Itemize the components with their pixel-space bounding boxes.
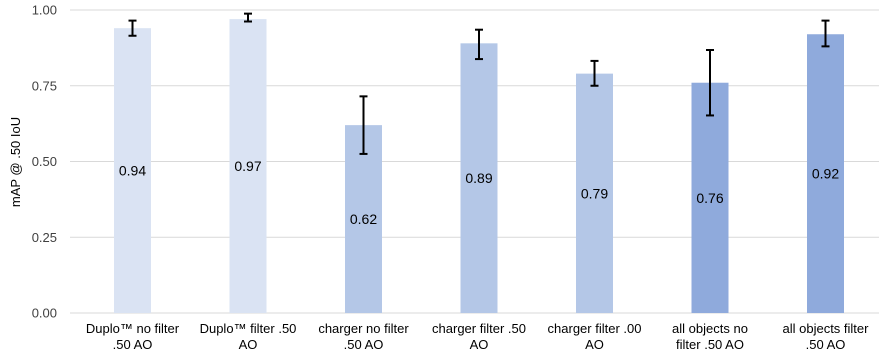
data-label: 0.92 <box>812 166 839 182</box>
y-tick-label: 0.25 <box>32 230 57 245</box>
error-bar <box>359 95 368 155</box>
y-tick-label: 0.75 <box>32 78 57 93</box>
y-axis-ticks: 0.00 0.25 0.50 0.75 1.00 <box>32 3 57 321</box>
error-bars <box>128 12 830 155</box>
error-bar <box>821 19 830 48</box>
x-category-label: AO <box>239 337 258 352</box>
y-tick-label: 0.00 <box>32 306 57 321</box>
error-bar <box>128 19 137 37</box>
error-bar <box>590 59 599 87</box>
x-category-label: charger filter .00 <box>548 321 642 336</box>
x-category-label: filter .50 AO <box>676 337 744 352</box>
data-label: 0.94 <box>119 163 146 179</box>
data-label: 0.62 <box>350 211 377 227</box>
data-labels: 0.94 0.97 0.62 0.89 0.79 0.76 0.92 <box>119 158 839 227</box>
bar <box>576 73 613 313</box>
error-bar <box>475 28 483 61</box>
x-category-label: charger filter .50 <box>432 321 526 336</box>
x-category-label: .50 AO <box>806 337 846 352</box>
x-category-label: Duplo™ filter .50 <box>200 321 297 336</box>
y-tick-label: 1.00 <box>32 3 57 18</box>
data-label: 0.79 <box>581 185 608 201</box>
x-category-label: AO <box>585 337 604 352</box>
data-label: 0.89 <box>465 170 492 186</box>
y-tick-label: 0.50 <box>32 154 57 169</box>
bar <box>460 43 498 314</box>
y-axis-title: mAP @ .50 IoU <box>8 117 23 207</box>
x-category-label: Duplo™ no filter <box>86 321 180 336</box>
bar <box>807 34 844 314</box>
data-label: 0.76 <box>696 190 723 206</box>
x-category-label: .50 AO <box>344 337 384 352</box>
bar <box>345 125 382 313</box>
data-label: 0.97 <box>234 158 261 174</box>
x-category-label: AO <box>470 337 489 352</box>
x-category-label: .50 AO <box>113 337 153 352</box>
x-category-label: all objects no <box>672 321 748 336</box>
error-bar <box>244 12 252 23</box>
bar <box>114 28 151 314</box>
bar <box>691 82 729 313</box>
x-category-label: charger no filter <box>318 321 409 336</box>
error-bar <box>706 48 714 117</box>
bar <box>229 19 267 314</box>
x-category-label: all objects filter <box>783 321 870 336</box>
bars <box>114 19 844 314</box>
